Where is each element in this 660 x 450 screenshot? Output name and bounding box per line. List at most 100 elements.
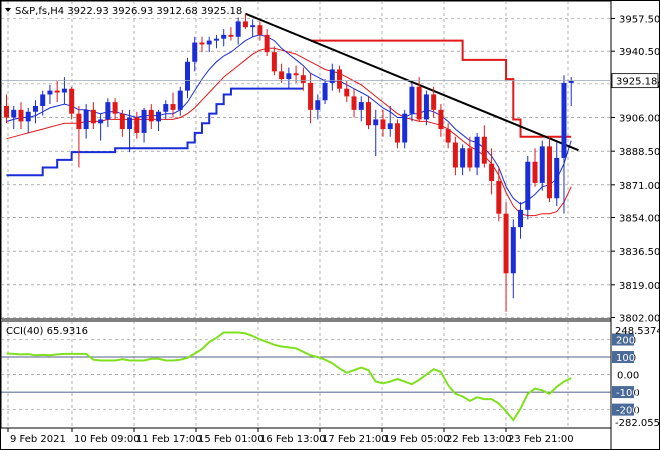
price-tick-label: 3888.50 bbox=[619, 147, 660, 158]
candle[interactable] bbox=[409, 82, 415, 122]
candle[interactable] bbox=[373, 109, 379, 156]
candle[interactable] bbox=[69, 86, 75, 120]
candle[interactable] bbox=[358, 96, 364, 122]
candle[interactable] bbox=[481, 125, 487, 168]
candle[interactable] bbox=[25, 107, 31, 133]
candle[interactable] bbox=[40, 90, 46, 116]
candle[interactable] bbox=[47, 84, 53, 105]
candle[interactable] bbox=[54, 80, 60, 103]
candle[interactable] bbox=[32, 100, 38, 124]
candle-body bbox=[510, 227, 516, 274]
candle[interactable] bbox=[293, 65, 299, 83]
candle[interactable] bbox=[148, 104, 154, 130]
candle[interactable] bbox=[213, 34, 219, 49]
candle[interactable] bbox=[134, 111, 140, 139]
candle[interactable] bbox=[554, 142, 560, 206]
candle[interactable] bbox=[242, 13, 248, 30]
candle[interactable] bbox=[206, 36, 212, 53]
candle[interactable] bbox=[561, 75, 567, 214]
candle[interactable] bbox=[4, 94, 9, 124]
candle[interactable] bbox=[525, 155, 531, 220]
time-tick-label: 16 Feb 13:00 bbox=[260, 434, 326, 445]
candle[interactable] bbox=[192, 36, 198, 72]
candle[interactable] bbox=[510, 219, 516, 299]
candle[interactable] bbox=[489, 148, 495, 195]
candle[interactable] bbox=[156, 109, 162, 131]
candle[interactable] bbox=[496, 167, 502, 222]
candle[interactable] bbox=[474, 132, 480, 176]
candle[interactable] bbox=[445, 123, 451, 149]
candle[interactable] bbox=[235, 17, 241, 45]
candle[interactable] bbox=[112, 98, 118, 120]
candle[interactable] bbox=[532, 148, 538, 187]
candle[interactable] bbox=[286, 67, 292, 89]
candle-body bbox=[279, 71, 285, 80]
candle[interactable] bbox=[387, 105, 393, 137]
candle-body bbox=[192, 42, 198, 62]
candle[interactable] bbox=[271, 46, 277, 76]
candle[interactable] bbox=[18, 102, 24, 130]
candle[interactable] bbox=[98, 113, 104, 141]
support-line bbox=[6, 87, 304, 177]
candle[interactable] bbox=[279, 63, 285, 83]
time-tick-label: 17 Feb 21:00 bbox=[322, 434, 388, 445]
candle[interactable] bbox=[90, 102, 96, 130]
candle[interactable] bbox=[518, 202, 524, 239]
candle-body bbox=[474, 136, 480, 168]
candle[interactable] bbox=[503, 202, 509, 312]
candle[interactable] bbox=[170, 92, 176, 118]
candle[interactable] bbox=[539, 140, 545, 191]
candle[interactable] bbox=[344, 80, 350, 103]
candle[interactable] bbox=[402, 109, 408, 149]
candle[interactable] bbox=[257, 21, 263, 41]
cci-min-label: -282.0558 bbox=[615, 418, 660, 429]
candle-body bbox=[322, 82, 328, 101]
candle[interactable] bbox=[366, 96, 371, 130]
candle[interactable] bbox=[221, 29, 227, 47]
candle[interactable] bbox=[337, 65, 343, 93]
candle[interactable] bbox=[452, 136, 458, 176]
candle[interactable] bbox=[127, 109, 133, 153]
candle[interactable] bbox=[141, 107, 147, 143]
candle-body bbox=[32, 105, 38, 112]
candle[interactable] bbox=[11, 105, 17, 130]
candle-body bbox=[69, 88, 75, 114]
candle-body bbox=[423, 94, 429, 120]
candle[interactable] bbox=[83, 104, 89, 139]
candle-body bbox=[539, 146, 545, 183]
candle[interactable] bbox=[177, 86, 183, 116]
candle-body bbox=[467, 148, 473, 168]
candle[interactable] bbox=[568, 77, 574, 106]
candle[interactable] bbox=[185, 57, 190, 99]
candle[interactable] bbox=[416, 77, 422, 122]
candle[interactable] bbox=[264, 29, 270, 56]
candle-body bbox=[394, 123, 400, 143]
candle[interactable] bbox=[380, 109, 386, 137]
candle[interactable] bbox=[315, 94, 321, 120]
candle[interactable] bbox=[250, 19, 256, 37]
candle[interactable] bbox=[300, 67, 306, 91]
candle[interactable] bbox=[467, 136, 473, 172]
candle[interactable] bbox=[322, 79, 328, 105]
candle[interactable] bbox=[351, 88, 357, 118]
candle[interactable] bbox=[163, 100, 169, 120]
candles-group[interactable] bbox=[4, 13, 574, 312]
candle[interactable] bbox=[394, 119, 400, 149]
candle[interactable] bbox=[61, 77, 67, 105]
candle[interactable] bbox=[119, 109, 125, 137]
candle[interactable] bbox=[460, 144, 466, 176]
candle[interactable] bbox=[423, 90, 429, 126]
dropdown-arrow-icon[interactable] bbox=[5, 8, 11, 12]
candle[interactable] bbox=[329, 63, 335, 91]
candle[interactable] bbox=[105, 98, 111, 128]
candle[interactable] bbox=[547, 136, 552, 203]
candle[interactable] bbox=[438, 104, 444, 137]
candle[interactable] bbox=[308, 73, 314, 124]
candle[interactable] bbox=[199, 36, 205, 53]
candle[interactable] bbox=[76, 105, 82, 168]
candle-body bbox=[235, 21, 241, 37]
candle[interactable] bbox=[228, 27, 234, 41]
candle[interactable] bbox=[431, 86, 437, 118]
